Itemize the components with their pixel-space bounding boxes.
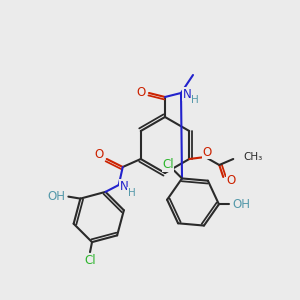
Text: H: H [128, 188, 136, 198]
Text: OH: OH [47, 190, 65, 203]
Text: N: N [183, 88, 191, 100]
Text: O: O [226, 173, 236, 187]
Text: Cl: Cl [162, 158, 174, 171]
Text: Cl: Cl [84, 254, 96, 267]
Text: H: H [191, 95, 199, 105]
Text: CH₃: CH₃ [243, 152, 262, 162]
Text: OH: OH [232, 198, 250, 211]
Text: O: O [94, 148, 104, 161]
Text: O: O [202, 146, 212, 158]
Text: N: N [119, 179, 128, 193]
Text: O: O [136, 85, 146, 98]
